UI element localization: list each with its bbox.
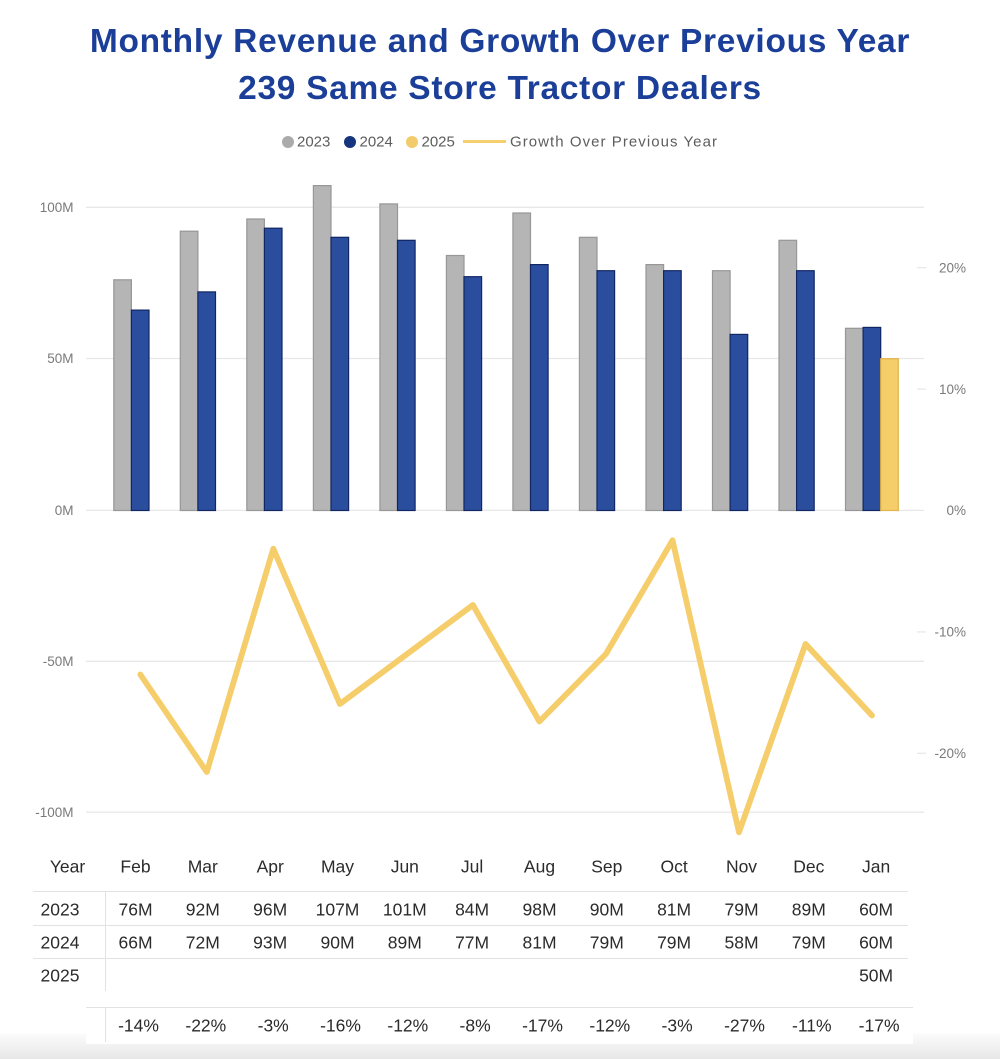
svg-text:10%: 10% — [939, 382, 966, 397]
svg-text:-50M: -50M — [43, 654, 74, 669]
svg-text:-10%: -10% — [934, 625, 966, 640]
svg-text:50M: 50M — [47, 351, 73, 366]
svg-text:100M: 100M — [40, 200, 74, 215]
svg-text:20%: 20% — [939, 260, 966, 275]
svg-text:-100M: -100M — [35, 805, 73, 820]
svg-text:0M: 0M — [55, 503, 74, 518]
svg-text:-20%: -20% — [934, 746, 966, 761]
svg-text:0%: 0% — [946, 503, 966, 518]
